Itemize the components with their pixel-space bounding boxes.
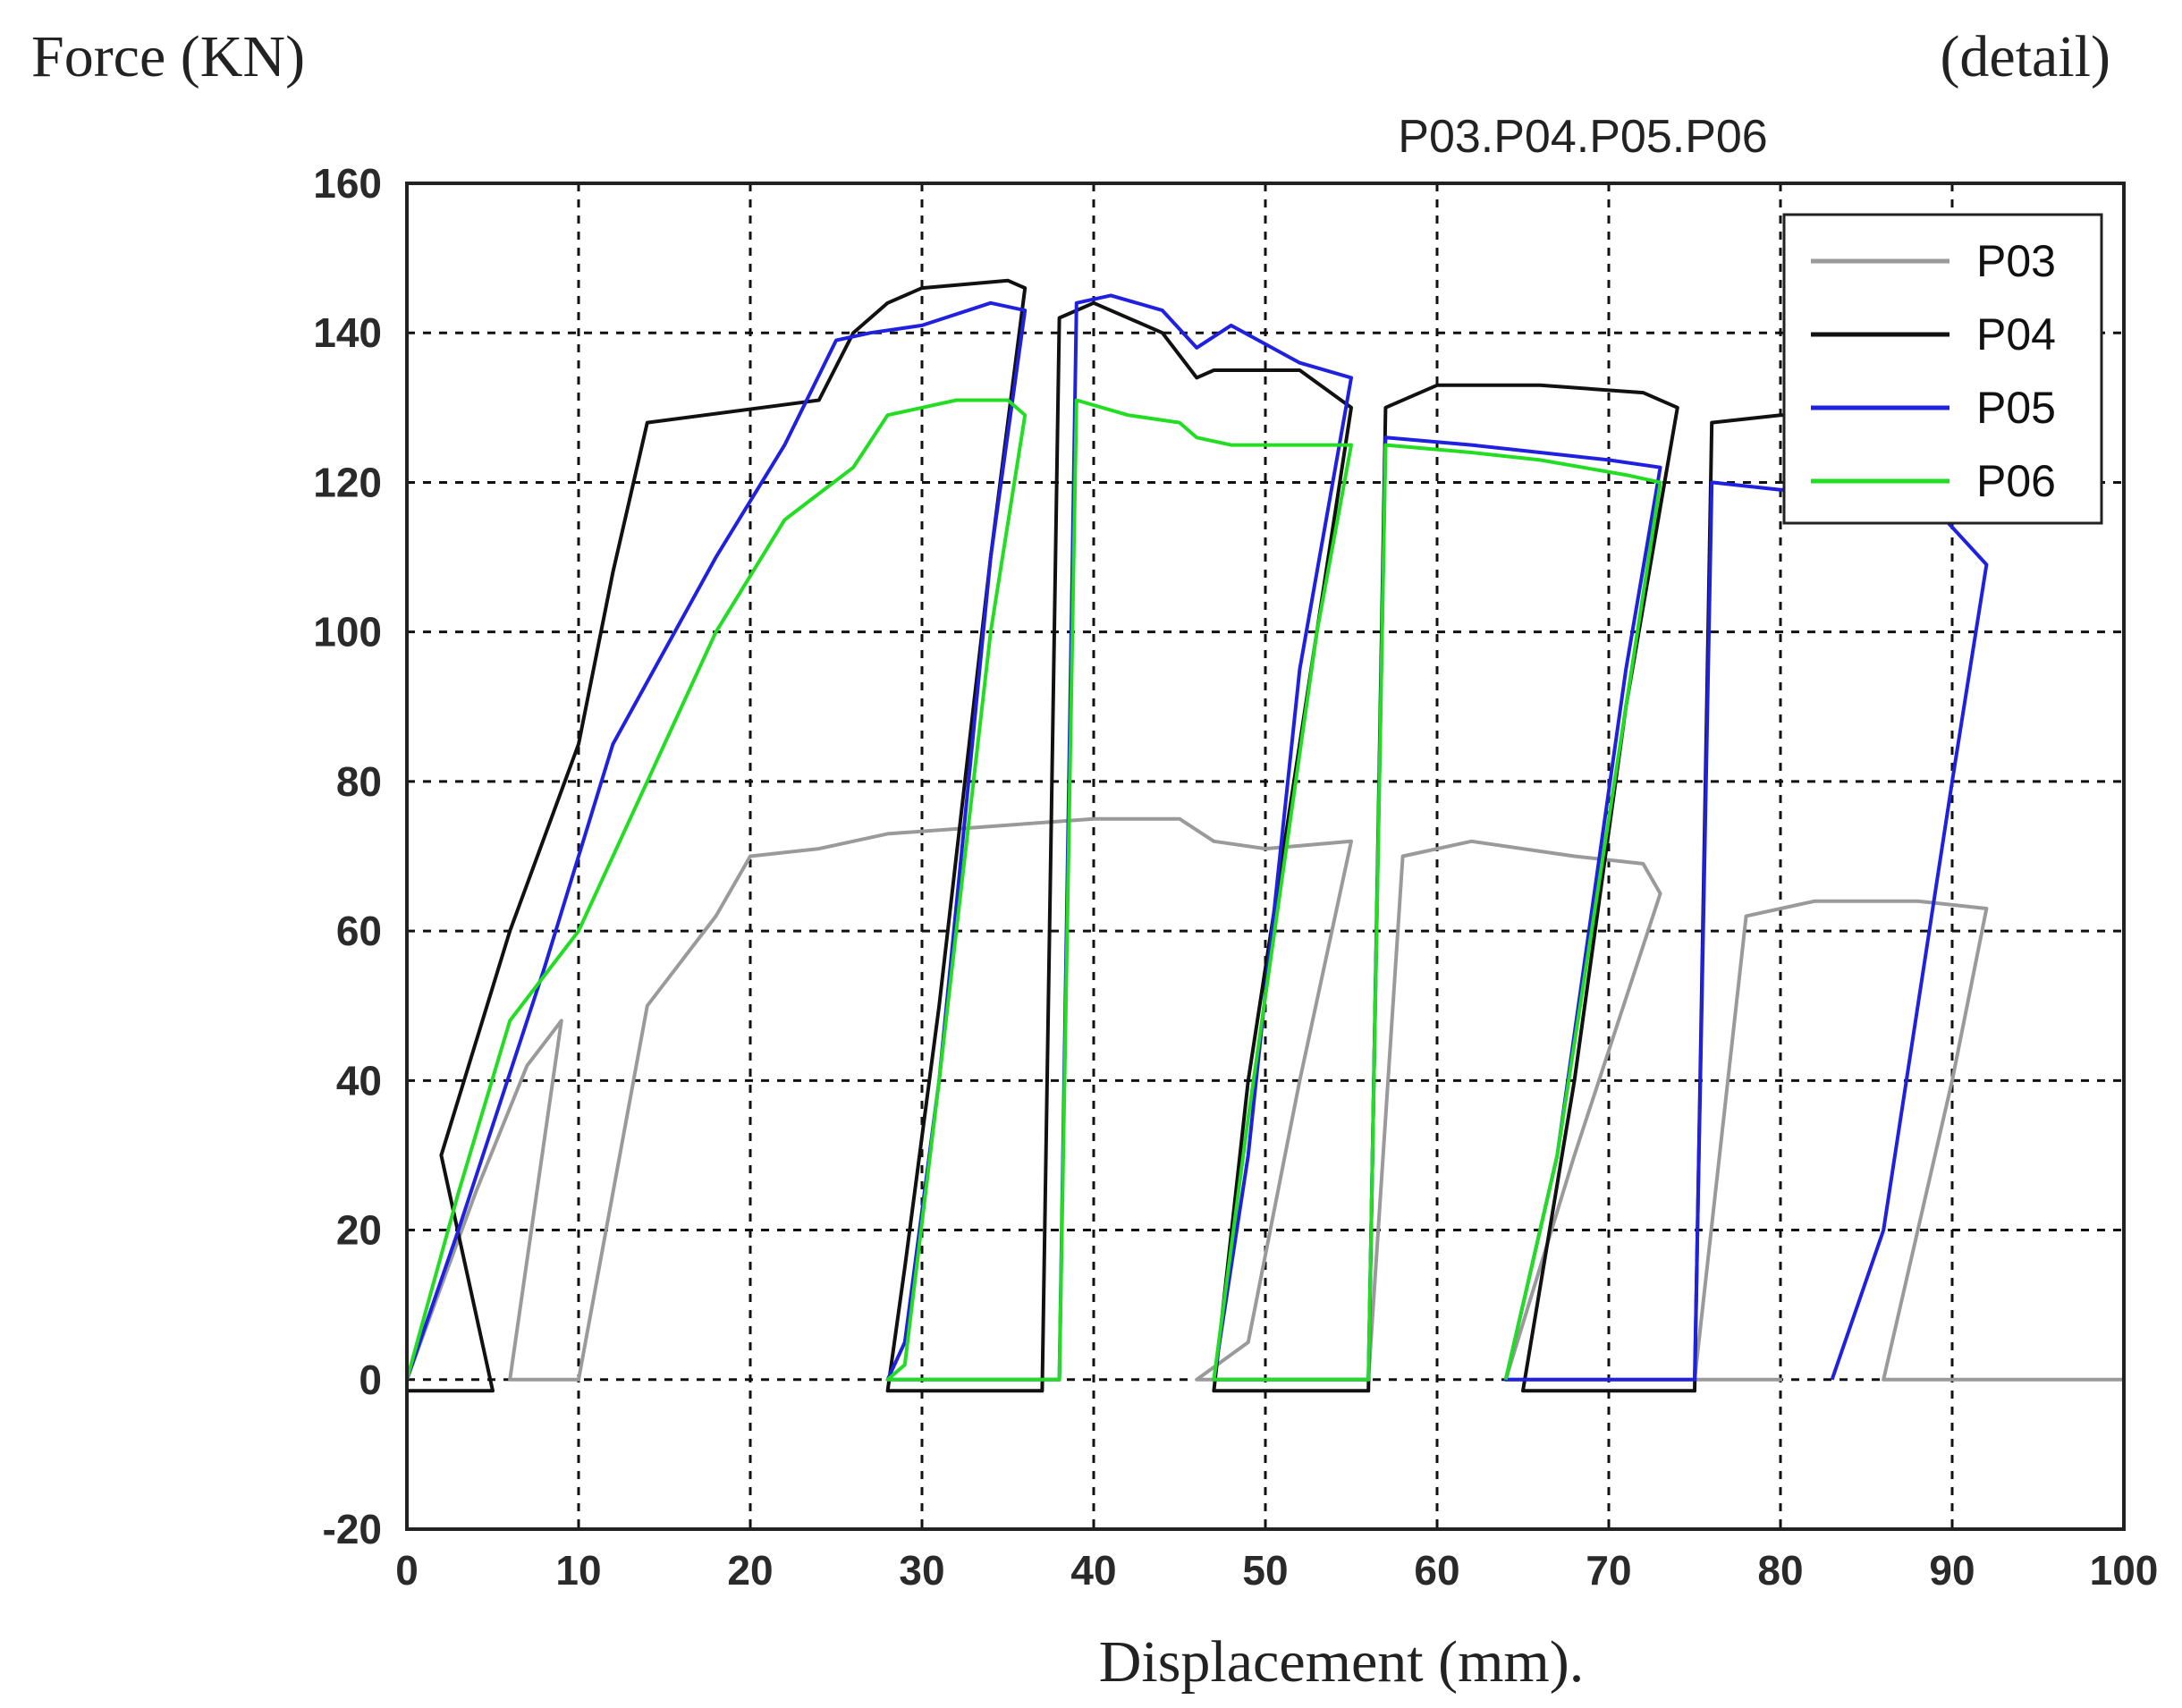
x-tick-label: 40 [1070,1547,1116,1594]
y-tick-label: 160 [313,160,382,207]
y-tick-label: 120 [313,459,382,505]
series-line-p04 [407,278,1989,1393]
legend-label-p05: P05 [1976,383,2056,433]
legend-box [1782,213,2103,525]
legend-label-p04: P04 [1976,309,2056,359]
x-tick-label: 0 [395,1547,419,1594]
chart-title: P03.P04.P05.P06 [1398,111,1767,163]
x-tick-label: 70 [1586,1547,1631,1594]
x-tick-label: 30 [899,1547,944,1594]
series-line-p06 [405,398,1662,1382]
x-tick-label: 10 [555,1547,601,1594]
x-tick-label: 60 [1414,1547,1459,1594]
y-tick-label: 40 [336,1057,382,1103]
series-lines [405,278,2124,1393]
y-tick-label: 0 [359,1357,382,1403]
y-tick-label: 60 [336,908,382,954]
x-tick-label: 80 [1757,1547,1803,1594]
legend-label-p06: P06 [1976,456,2056,506]
y-tick-label: -20 [323,1506,382,1552]
plot-frame [405,182,2126,1531]
y-tick-labels: -20 0 20 40 60 80 100 120 140 160 [313,160,382,1552]
y-axis-label: Force (KN) [31,24,305,89]
legend: P03 P04 P05 P06 [1782,213,2103,525]
x-tick-label: 50 [1242,1547,1288,1594]
y-tick-label: 20 [336,1207,382,1254]
y-tick-label: 100 [313,609,382,655]
x-tick-label: 20 [727,1547,773,1594]
x-axis-label: Displacement (mm). [1099,1629,1585,1695]
corner-note: (detail) [1940,24,2110,89]
x-tick-label: 90 [1929,1547,1975,1594]
y-tick-label: 140 [313,309,382,356]
x-tick-labels: 0 10 20 30 40 50 60 70 80 90 100 [395,1547,2158,1594]
x-tick-label: 100 [2090,1547,2159,1594]
series-line-p05 [405,293,1989,1382]
series-line-p03 [405,816,2124,1382]
legend-label-p03: P03 [1976,236,2056,286]
y-tick-label: 80 [336,758,382,805]
